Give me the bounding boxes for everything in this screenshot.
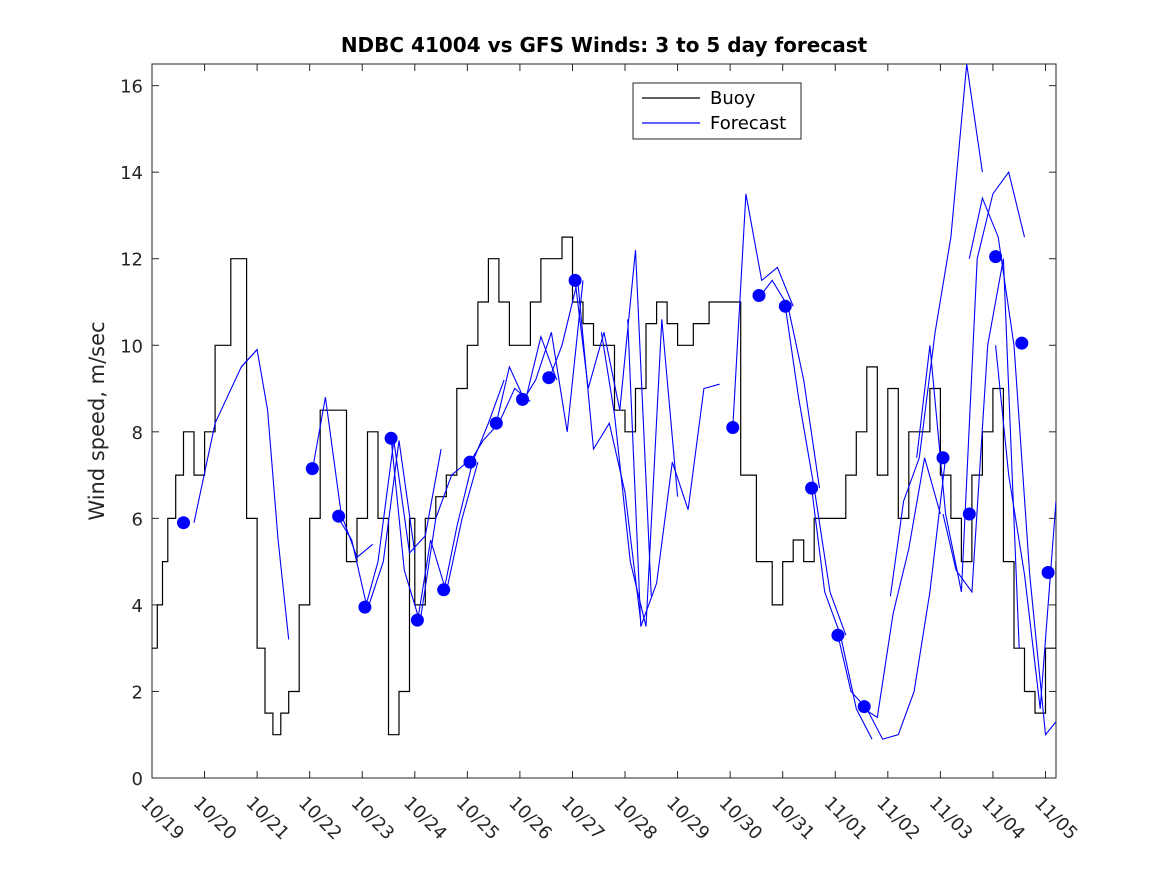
forecast-point: [857, 700, 871, 714]
forecast-point: [752, 289, 766, 302]
forecast-point: [437, 583, 451, 597]
y-tick-label: 12: [120, 250, 143, 271]
forecast-line-20: [863, 457, 941, 719]
forecast-line-19: [837, 457, 947, 740]
forecast-line-11: [548, 280, 642, 623]
forecast-point: [805, 481, 819, 495]
forecast-points: [177, 250, 1055, 714]
forecast-line-22: [916, 170, 1026, 593]
y-tick-label: 14: [120, 163, 143, 184]
forecast-line-1: [240, 348, 290, 640]
forecast-line-3: [338, 440, 416, 612]
forecast-point: [410, 613, 424, 627]
y-axis: 0 2 4 6 8 10 12 14 16: [120, 77, 1056, 790]
forecast-point: [305, 462, 319, 476]
forecast-point: [463, 455, 477, 469]
forecast-point: [384, 431, 398, 445]
forecast-point: [831, 628, 845, 642]
legend: Buoy Forecast: [632, 82, 802, 140]
forecast-point: [989, 250, 1003, 264]
forecast-line-23: [942, 258, 1020, 649]
forecast-point: [489, 416, 503, 430]
y-tick-label: 8: [132, 423, 143, 444]
forecast-line-24: [968, 196, 1056, 737]
y-tick-label: 0: [132, 769, 143, 790]
legend-forecast-label: Forecast: [710, 113, 786, 134]
plot-area: [151, 63, 1057, 779]
forecast-point: [177, 516, 190, 530]
forecast-line-13: [600, 319, 679, 627]
forecast-point: [332, 509, 346, 523]
forecast-point: [962, 507, 976, 521]
forecast-line-14: [627, 319, 720, 627]
forecast-line-10: [522, 280, 584, 432]
y-tick-label: 6: [132, 509, 143, 530]
forecast-point: [936, 451, 950, 465]
forecast-point: [1015, 336, 1029, 350]
forecast-point: [778, 299, 792, 313]
forecast-point: [568, 273, 582, 287]
forecast-line-4: [364, 440, 442, 610]
forecast-line-25: [995, 345, 1056, 709]
y-axis-label: Wind speed, m/sec: [85, 321, 109, 520]
forecast-line-15: [732, 193, 794, 428]
forecast-point: [516, 392, 529, 406]
forecast-point: [358, 600, 372, 614]
y-tick-label: 10: [120, 336, 143, 357]
forecast-point: [1041, 566, 1055, 579]
y-tick-label: 4: [132, 596, 143, 617]
forecast-line-21: [889, 64, 983, 597]
legend-box: [632, 82, 802, 140]
forecast-point: [726, 421, 740, 434]
forecast-line-12: [574, 250, 652, 597]
legend-buoy-label: Buoy: [710, 88, 756, 109]
y-tick-label: 2: [132, 682, 143, 703]
forecast-line-5: [390, 438, 468, 623]
forecast-point: [542, 371, 556, 385]
chart-title: NDBC 41004 vs GFS Winds: 3 to 5 day fore…: [341, 33, 868, 57]
y-tick-label: 16: [120, 77, 143, 98]
